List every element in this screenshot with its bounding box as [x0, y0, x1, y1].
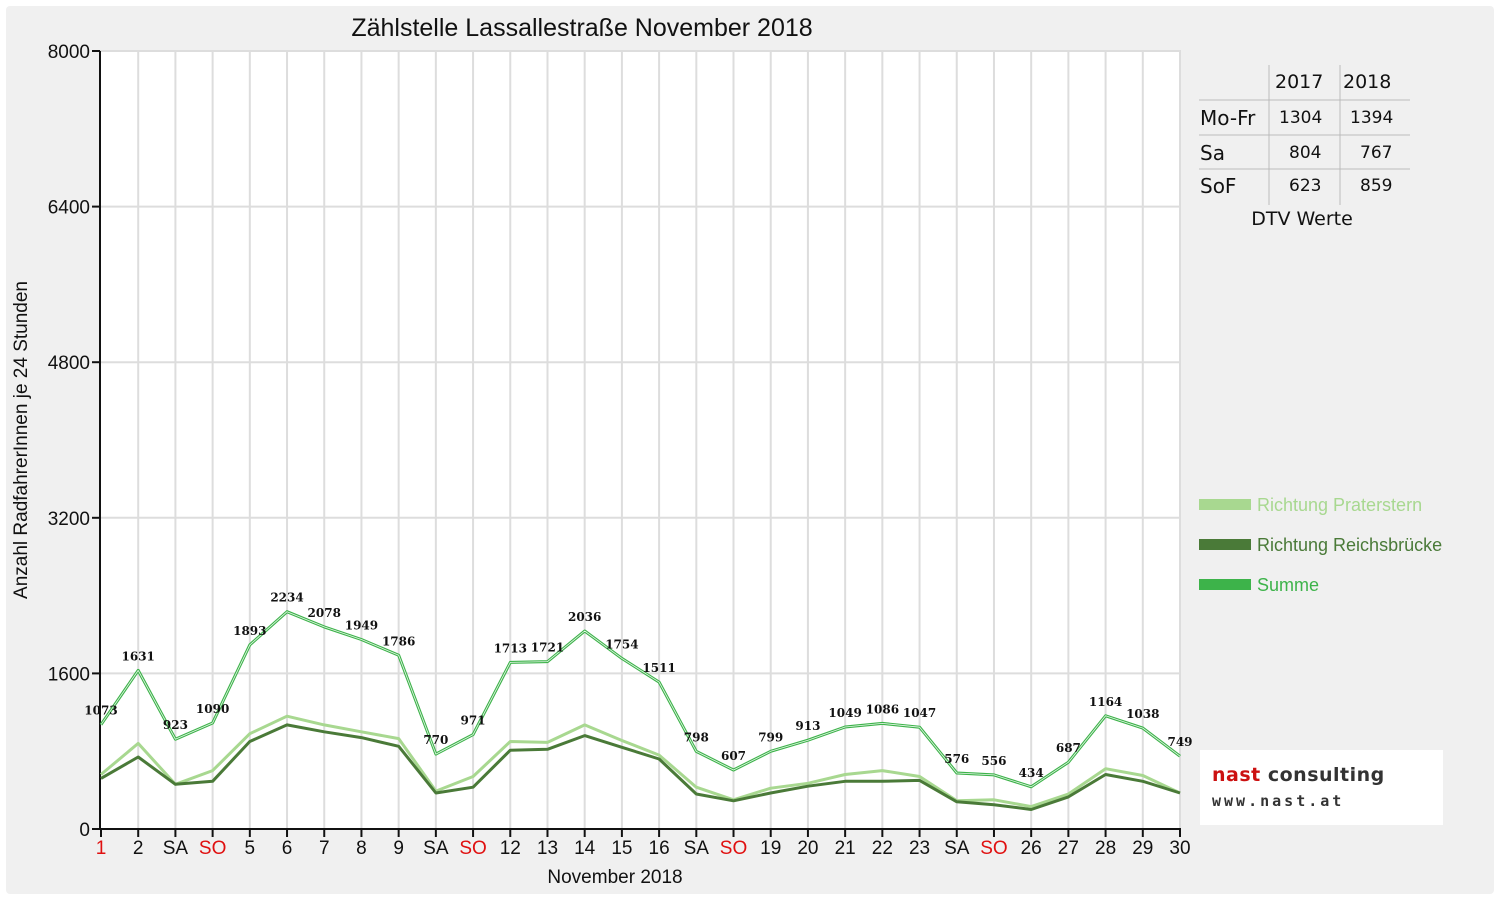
- x-tick-label: SO: [459, 838, 486, 859]
- legend-label: Summe: [1257, 575, 1319, 595]
- x-axis-title: November 2018: [547, 867, 682, 888]
- x-tick-label: 30: [1169, 838, 1190, 859]
- x-tick-label: SA: [944, 838, 970, 859]
- x-tick-label: 27: [1058, 838, 1079, 859]
- data-label: 923: [163, 718, 188, 732]
- data-label: 1047: [903, 706, 936, 720]
- data-label: 434: [1019, 766, 1044, 780]
- legend-swatch: [1199, 539, 1251, 550]
- dtv-table-grid: [1199, 65, 1410, 205]
- legend-label: Richtung Reichsbrücke: [1257, 535, 1442, 555]
- data-label: 1893: [233, 624, 266, 638]
- data-label: 1049: [828, 706, 861, 720]
- x-tick-label: SO: [720, 838, 747, 859]
- data-label: 607: [721, 749, 746, 763]
- series-line: [100, 723, 1181, 811]
- data-label: 1754: [605, 637, 638, 651]
- x-tick-label: SA: [163, 838, 189, 859]
- y-tick-label: 0: [79, 820, 90, 841]
- chart-title: Zählstelle Lassallestraße November 2018: [351, 14, 812, 42]
- x-tick-label: 16: [649, 838, 670, 859]
- logo-url: www.nast.at: [1212, 792, 1345, 810]
- y-tick-label: 3200: [48, 509, 90, 530]
- x-tick-label: 8: [356, 838, 367, 859]
- data-label: 556: [981, 754, 1006, 768]
- data-label: 1786: [382, 634, 415, 648]
- x-tick-label: 12: [500, 838, 521, 859]
- x-tick-label: SA: [684, 838, 710, 859]
- x-tick-label: 28: [1095, 838, 1116, 859]
- x-tick-label: 5: [245, 838, 256, 859]
- x-tick-label: 23: [909, 838, 930, 859]
- dtv-header-2018: 2018: [1343, 71, 1392, 93]
- data-label: 687: [1056, 741, 1081, 755]
- x-tick-label: 29: [1132, 838, 1153, 859]
- dtv-header-2017: 2017: [1275, 71, 1324, 93]
- data-label: 913: [795, 719, 820, 733]
- x-tick-label: 6: [282, 838, 293, 859]
- x-tick-label: 22: [872, 838, 893, 859]
- dtv-value: 767: [1360, 143, 1393, 163]
- x-tick-label: SA: [423, 838, 449, 859]
- dtv-row-label: Sa: [1200, 141, 1225, 165]
- x-tick-label: 14: [574, 838, 596, 859]
- y-tick-label: 1600: [48, 664, 90, 685]
- y-tick-label: 6400: [48, 198, 90, 219]
- data-label: 1090: [196, 702, 229, 716]
- data-label: 576: [944, 752, 969, 766]
- logo-wordmark: nast consulting: [1212, 764, 1385, 786]
- series-line-highlight: [100, 611, 1181, 788]
- legend-swatch: [1199, 579, 1251, 590]
- x-tick-label: 21: [835, 838, 856, 859]
- data-label: 1164: [1089, 695, 1122, 709]
- legend: Richtung Praterstern Richtung Reichsbrück…: [1199, 495, 1442, 595]
- y-axis-title: Anzahl RadfahrerInnen je 24 Stunden: [11, 281, 32, 599]
- dtv-value: 859: [1360, 176, 1393, 196]
- dtv-row-label: Mo-Fr: [1200, 106, 1256, 130]
- y-tick-label: 4800: [48, 353, 90, 374]
- data-label: 1631: [122, 649, 155, 663]
- y-tick-label: 8000: [48, 42, 90, 63]
- x-tick-label: 13: [537, 838, 558, 859]
- x-tick-label: 2: [133, 838, 144, 859]
- dtv-caption: DTV Werte: [1251, 208, 1353, 230]
- dtv-value: 1304: [1279, 108, 1323, 128]
- dtv-value: 623: [1289, 176, 1322, 196]
- data-label: 2234: [270, 591, 303, 605]
- legend-label: Richtung Praterstern: [1257, 495, 1422, 515]
- data-label: 2078: [308, 606, 341, 620]
- data-label: 2036: [568, 610, 601, 624]
- x-tick-label: SO: [199, 838, 226, 859]
- data-label: 770: [423, 733, 448, 747]
- x-tick-label: 20: [797, 838, 818, 859]
- dtv-value: 1394: [1350, 108, 1394, 128]
- data-label: 1721: [531, 641, 564, 655]
- dtv-value: 804: [1289, 143, 1322, 163]
- logo-name-rest: consulting: [1260, 764, 1385, 786]
- data-label: 1073: [84, 704, 117, 718]
- dtv-row-label: SoF: [1200, 174, 1237, 198]
- data-label: 1949: [345, 618, 378, 632]
- x-tick-label: 15: [611, 838, 632, 859]
- x-tick-label: 7: [319, 838, 330, 859]
- data-label: 1038: [1126, 707, 1159, 721]
- data-label: 1511: [642, 661, 675, 675]
- legend-swatch: [1199, 499, 1251, 510]
- x-tick-label: 26: [1021, 838, 1042, 859]
- data-label: 1713: [494, 641, 527, 655]
- plot-area: [100, 51, 1181, 829]
- data-label: 1086: [866, 702, 899, 716]
- data-label: 799: [758, 730, 783, 744]
- company-logo: nast consulting www.nast.at: [1200, 750, 1443, 825]
- x-tick-label: 9: [393, 838, 404, 859]
- series-line: [100, 714, 1181, 809]
- data-label: 798: [684, 730, 709, 744]
- logo-name-accent: nast: [1212, 764, 1261, 786]
- x-tick-label: 1: [96, 838, 107, 859]
- x-tick-label: 19: [760, 838, 781, 859]
- data-label: 971: [461, 714, 486, 728]
- x-tick-label: SO: [980, 838, 1007, 859]
- data-label: 749: [1167, 735, 1192, 749]
